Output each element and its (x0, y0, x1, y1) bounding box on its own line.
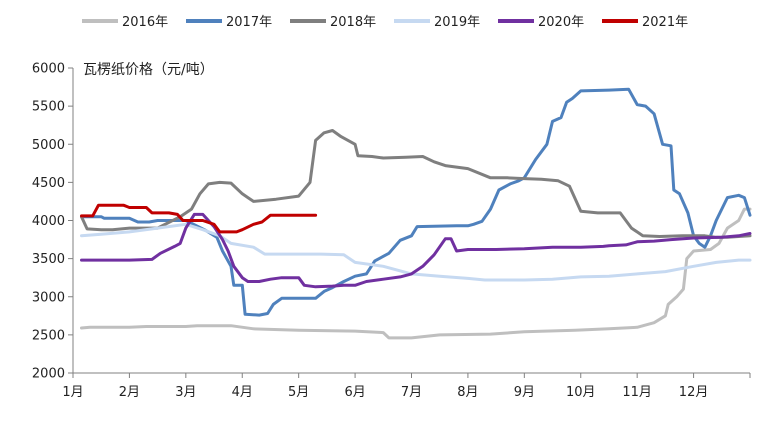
legend: 2016年 2017年 2018年 2019年 2020年 2021年 (82, 15, 688, 30)
x-tick-label: 7月 (401, 385, 422, 400)
x-tick-label: 2月 (119, 385, 140, 400)
y-tick-label: 5000 (32, 138, 65, 153)
y-tick-label: 4500 (32, 176, 65, 191)
y-tick-label: 2500 (32, 328, 65, 343)
legend-label: 2020年 (538, 15, 584, 30)
x-tick-label: 3月 (175, 385, 196, 400)
x-tick-label: 1月 (62, 385, 83, 400)
y-tick-label: 6000 (32, 62, 65, 77)
x-tick-label: 11月 (622, 385, 652, 400)
legend-label: 2021年 (642, 15, 688, 30)
series-line-2018年 (80, 129, 752, 239)
y-tick-label: 4000 (32, 214, 65, 229)
y-tick-label: 2000 (32, 367, 65, 382)
y-tick-label: 3000 (32, 290, 65, 305)
legend-label: 2019年 (434, 15, 480, 30)
x-tick-label: 4月 (232, 385, 253, 400)
y-axis: 2000 2500 3000 3500 4000 4500 5000 5500 6000 (32, 62, 74, 382)
plot-area (80, 87, 752, 340)
series-line-2021年 (80, 203, 318, 234)
x-axis: 1月 2月 3月 4月 5月 6月 7月 8月 9月 10月 11月 12月 (62, 372, 751, 400)
legend-label: 2018年 (330, 15, 376, 30)
x-tick-label: 6月 (344, 385, 365, 400)
x-tick-label: 5月 (288, 385, 309, 400)
series-line-2016年 (80, 207, 752, 340)
legend-label: 2016年 (122, 15, 168, 30)
y-axis-label: 瓦楞纸价格（元/吨） (83, 62, 214, 78)
x-tick-label: 9月 (514, 385, 535, 400)
series-line-2019年 (80, 222, 752, 282)
y-tick-label: 3500 (32, 252, 65, 267)
series-line-2020年 (80, 212, 752, 289)
legend-label: 2017年 (226, 15, 272, 30)
x-tick-label: 10月 (566, 385, 596, 400)
x-tick-label: 8月 (457, 385, 478, 400)
y-tick-label: 5500 (32, 100, 65, 115)
x-tick-label: 12月 (679, 385, 709, 400)
series-line-2017年 (80, 87, 752, 317)
